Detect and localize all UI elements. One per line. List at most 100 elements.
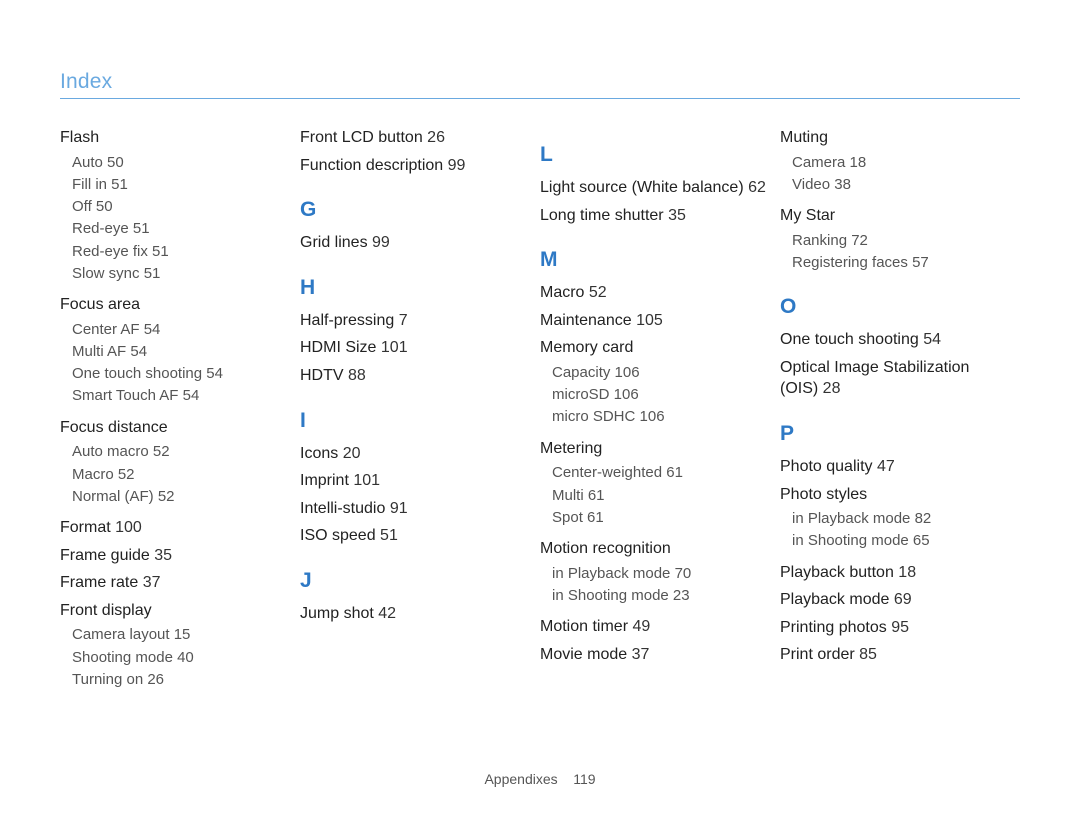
index-subentry[interactable]: in Shooting mode 23 [552,586,766,606]
entry-label: One touch shooting [780,331,923,348]
entry-page: 101 [353,472,380,489]
index-entry[interactable]: Imprint 101 [300,470,526,492]
subentry-page: 52 [153,443,170,460]
index-subentry[interactable]: Normal (AF) 52 [72,487,286,507]
index-entry[interactable]: HDTV 88 [300,365,526,387]
index-entry[interactable]: One touch shooting 54 [780,329,1006,351]
index-subentry[interactable]: Video 38 [792,175,1006,195]
index-entry[interactable]: Printing photos 95 [780,617,1006,639]
index-letter: O [780,295,1006,319]
entry-page: 42 [378,605,396,622]
index-subentry[interactable]: Capacity 106 [552,363,766,383]
entry-group-head[interactable]: Front display [60,600,286,622]
subentry-label: Video [792,176,834,193]
index-entry[interactable]: Light source (White balance) 62 [540,177,766,199]
entry-page: 51 [380,527,398,544]
index-entry[interactable]: Icons 20 [300,443,526,465]
subentry-label: One touch shooting [72,365,206,382]
index-entry[interactable]: Motion timer 49 [540,616,766,638]
index-subentry[interactable]: Turning on 26 [72,670,286,690]
index-subentry[interactable]: Ranking 72 [792,231,1006,251]
index-subentry[interactable]: microSD 106 [552,385,766,405]
index-entry[interactable]: HDMI Size 101 [300,337,526,359]
index-entry-group: My Star Ranking 72Registering faces 57 [780,205,1006,273]
index-entry[interactable]: Maintenance 105 [540,310,766,332]
entry-page: 85 [859,646,877,663]
index-subentry[interactable]: Registering faces 57 [792,253,1006,273]
index-entry[interactable]: Movie mode 37 [540,644,766,666]
index-subentry[interactable]: Shooting mode 40 [72,648,286,668]
index-entry[interactable]: Print order 85 [780,644,1006,666]
index-subentry[interactable]: Fill in 51 [72,175,286,195]
subentry-page: 50 [107,154,124,171]
entry-group-head[interactable]: Flash [60,127,286,149]
index-subentry[interactable]: Smart Touch AF 54 [72,386,286,406]
index-entry[interactable]: Playback button 18 [780,562,1006,584]
index-entry[interactable]: Format 100 [60,517,286,539]
index-subentry[interactable]: micro SDHC 106 [552,407,766,427]
subentry-label: Fill in [72,176,111,193]
entry-group-head[interactable]: Muting [780,127,1006,149]
entry-group-head[interactable]: Metering [540,438,766,460]
index-subentry[interactable]: Center AF 54 [72,320,286,340]
index-subentry[interactable]: Red-eye 51 [72,219,286,239]
entry-page: 26 [427,129,445,146]
index-entry[interactable]: Function description 99 [300,155,526,177]
entry-group-head[interactable]: Motion recognition [540,538,766,560]
index-subentry[interactable]: Camera layout 15 [72,625,286,645]
entry-label: Intelli-studio [300,500,390,517]
index-subentry[interactable]: in Shooting mode 65 [792,531,1006,551]
index-subentry[interactable]: Spot 61 [552,508,766,528]
subentry-page: 26 [147,671,164,688]
index-entry[interactable]: Half-pressing 7 [300,310,526,332]
index-subentry[interactable]: Camera 18 [792,153,1006,173]
index-subentry[interactable]: Red-eye fix 51 [72,242,286,262]
entry-group-head[interactable]: Focus distance [60,417,286,439]
entry-group-head[interactable]: Focus area [60,294,286,316]
index-subentry[interactable]: One touch shooting 54 [72,364,286,384]
entry-page: 7 [399,312,408,329]
index-subentry[interactable]: Slow sync 51 [72,264,286,284]
entry-page: 52 [589,284,607,301]
entry-group-head[interactable]: My Star [780,205,1006,227]
index-letter: G [300,198,526,222]
index-entry[interactable]: Frame rate 37 [60,572,286,594]
index-entry-group: Metering Center-weighted 61 Multi 61Spot 6… [540,438,766,528]
subentry-page: 23 [673,587,690,604]
subentry-page: 50 [96,198,113,215]
subentry-label: Smart Touch AF [72,387,183,404]
index-subentry[interactable]: Multi 61 [552,486,766,506]
entry-label: Motion timer [540,618,632,635]
index-entry[interactable]: Front LCD button 26 [300,127,526,149]
index-entry[interactable]: Jump shot 42 [300,603,526,625]
index-entry[interactable]: Macro 52 [540,282,766,304]
index-entry[interactable]: Grid lines 99 [300,232,526,254]
entry-page: 105 [636,312,663,329]
index-subentry[interactable]: Auto macro 52 [72,442,286,462]
entry-group-head[interactable]: Memory card [540,337,766,359]
subentry-page: 51 [144,265,161,282]
index-entry[interactable]: Playback mode 69 [780,589,1006,611]
index-entry[interactable]: Photo quality 47 [780,456,1006,478]
index-subentry[interactable]: Center-weighted 61 [552,463,766,483]
subentry-label: Multi AF [72,343,130,360]
index-subentry[interactable]: Auto 50 [72,153,286,173]
index-entry[interactable]: Long time shutter 35 [540,205,766,227]
index-subentry[interactable]: in Playback mode 82 [792,509,1006,529]
index-subentry[interactable]: in Playback mode 70 [552,564,766,584]
index-subentry[interactable]: Multi AF 54 [72,342,286,362]
index-entry[interactable]: Frame guide 35 [60,545,286,567]
index-column: LLight source (White balance) 62Long tim… [540,121,780,700]
index-entry[interactable]: Optical Image Stabilization (OIS) 28 [780,357,1006,400]
index-entry[interactable]: Intelli-studio 91 [300,498,526,520]
subentry-label: micro SDHC [552,408,640,425]
entry-group-head[interactable]: Photo styles [780,484,1006,506]
entry-page: 28 [823,380,841,397]
index-entry-group: Focus areaCenter AF 54Multi AF 54One tou… [60,294,286,407]
index-letter: J [300,569,526,593]
index-entry[interactable]: ISO speed 51 [300,525,526,547]
index-subentry[interactable]: Off 50 [72,197,286,217]
subentry-label: microSD [552,386,614,403]
index-subentry[interactable]: Macro 52 [72,465,286,485]
entry-label: Movie mode [540,646,632,663]
